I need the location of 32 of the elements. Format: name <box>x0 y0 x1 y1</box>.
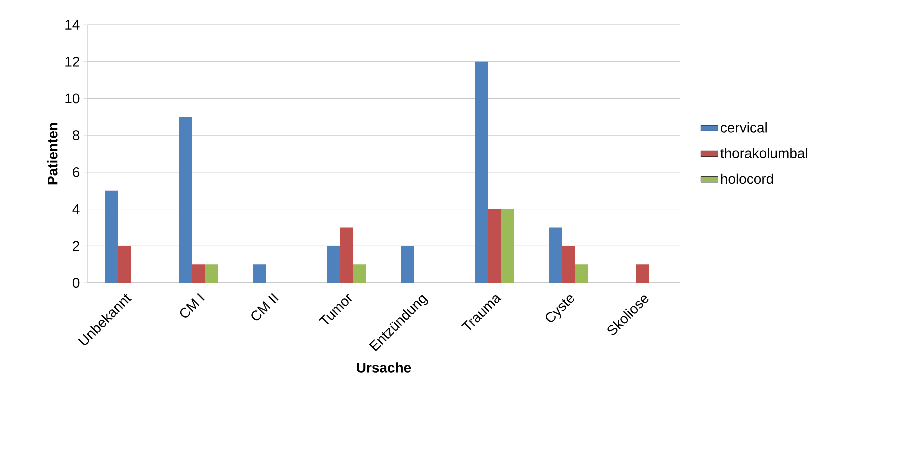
bar <box>550 228 562 283</box>
y-tick-label: 6 <box>73 167 80 178</box>
y-tick-label: 8 <box>73 130 80 141</box>
bar <box>562 246 576 283</box>
bar <box>118 246 132 283</box>
bar <box>106 190 119 283</box>
bar <box>402 246 415 283</box>
legend-label: holocord <box>721 174 774 184</box>
bar <box>180 117 192 283</box>
bar <box>636 264 650 283</box>
bar <box>206 264 218 283</box>
bar <box>328 246 341 283</box>
x-tick-label: CM II <box>252 293 279 321</box>
x-tick-label: CM I <box>180 293 205 318</box>
bar <box>576 264 588 283</box>
y-tick-label: 4 <box>72 204 80 214</box>
bar <box>192 264 206 283</box>
bar <box>476 62 488 283</box>
bar <box>502 209 514 283</box>
legend-label: cervical <box>721 122 767 133</box>
bar <box>354 264 367 283</box>
bar <box>488 209 502 283</box>
bar <box>254 264 266 283</box>
legend-label: thorakolumbal <box>720 148 808 158</box>
y-tick-label: 10 <box>66 94 80 104</box>
y-tick-label: 14 <box>66 20 80 30</box>
x-axis-title: Ursache <box>357 362 412 373</box>
y-tick-label: 2 <box>73 241 80 252</box>
bar <box>340 228 354 283</box>
y-tick-label: 12 <box>66 56 80 67</box>
y-tick-label: 0 <box>72 278 80 288</box>
y-axis-title: Patienten <box>47 123 58 185</box>
